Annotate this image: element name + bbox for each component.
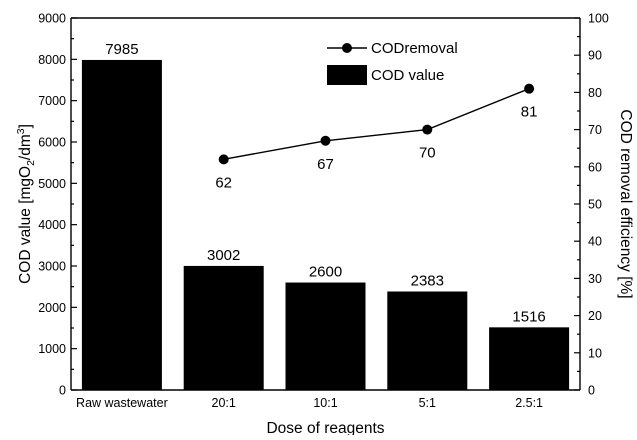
axes-layer: 0 1000 2000 3000 4000 5000 6000 7000 8000 9000 0 10… [15, 12, 634, 438]
codremoval-point-3 [524, 83, 535, 94]
line-value-label-2: 70 [419, 145, 436, 162]
right-tick-label-5: 50 [588, 198, 602, 212]
right-tick-label-7: 70 [588, 123, 602, 137]
left-tick-label-8: 8000 [38, 53, 66, 67]
x-tick-label-2: 10:1 [313, 396, 337, 410]
bars-layer [81, 59, 570, 390]
x-tick-label-4: 2.5:1 [515, 396, 543, 410]
bar-value-label-3: 2383 [411, 273, 444, 290]
x-tick-label-1: 20:1 [212, 396, 236, 410]
left-tick-label-2: 2000 [38, 301, 66, 315]
left-axis-title: COD value [mgO2/dm3] [15, 124, 37, 284]
legend-label-cod-value: COD value [371, 67, 444, 84]
left-tick-label-9: 9000 [38, 12, 66, 26]
bar-value-label-0: 7985 [105, 41, 138, 58]
legend-point-swatch [342, 43, 352, 53]
x-axis-title: Dose of reagents [266, 420, 384, 435]
left-axis-title-suffix: ] [17, 124, 34, 128]
codremoval-point-2 [422, 124, 433, 135]
bar-1 [183, 265, 264, 390]
right-tick-label-1: 10 [588, 346, 602, 360]
left-tick-label-6: 6000 [38, 136, 66, 150]
bar-4 [489, 327, 570, 390]
legend-bar-swatch [327, 65, 367, 85]
left-axis-title-middle: /dm [17, 134, 34, 160]
left-tick-label-0: 0 [59, 384, 66, 398]
line-value-label-3: 81 [521, 104, 538, 121]
left-axis-title-sup: 3 [15, 128, 27, 134]
right-axis-title: COD removal efficiency [%] [617, 109, 634, 298]
bar-2 [285, 282, 366, 390]
x-tick-label-3: 5:1 [419, 396, 436, 410]
bar-value-label-4: 1516 [512, 308, 545, 325]
bar-0 [81, 59, 162, 390]
codremoval-point-0 [218, 154, 229, 165]
bar-3 [387, 291, 468, 390]
legend: CODremoval COD value [327, 40, 458, 85]
left-tick-label-1: 1000 [38, 342, 66, 356]
right-tick-label-9: 90 [588, 49, 602, 63]
legend-label-codremoval: CODremoval [371, 40, 458, 57]
bar-value-label-1: 3002 [207, 247, 240, 264]
left-tick-label-4: 4000 [38, 218, 66, 232]
codremoval-line [223, 88, 530, 161]
right-tick-label-10: 100 [588, 12, 609, 26]
left-tick-label-5: 5000 [38, 177, 66, 191]
line-value-label-1: 67 [317, 156, 334, 173]
line-layer [218, 83, 535, 165]
right-tick-label-6: 60 [588, 160, 602, 174]
right-tick-label-0: 0 [588, 384, 595, 398]
left-tick-label-3: 3000 [38, 260, 66, 274]
labels-layer: 7985 3002 2600 2383 1516 62 67 70 81 [105, 41, 546, 325]
codremoval-point-1 [320, 135, 331, 146]
right-tick-label-3: 30 [588, 272, 602, 286]
x-tick-label-0: Raw wastewater [76, 396, 168, 410]
line-value-label-0: 62 [215, 174, 232, 191]
bar-value-label-2: 2600 [309, 264, 342, 281]
right-tick-label-8: 80 [588, 86, 602, 100]
left-axis-title-sub: 2 [25, 160, 37, 166]
left-axis-title-prefix: COD value [mgO [17, 166, 34, 284]
right-tick-label-2: 20 [588, 309, 602, 323]
right-tick-label-4: 40 [588, 235, 602, 249]
left-tick-label-7: 7000 [38, 94, 66, 108]
